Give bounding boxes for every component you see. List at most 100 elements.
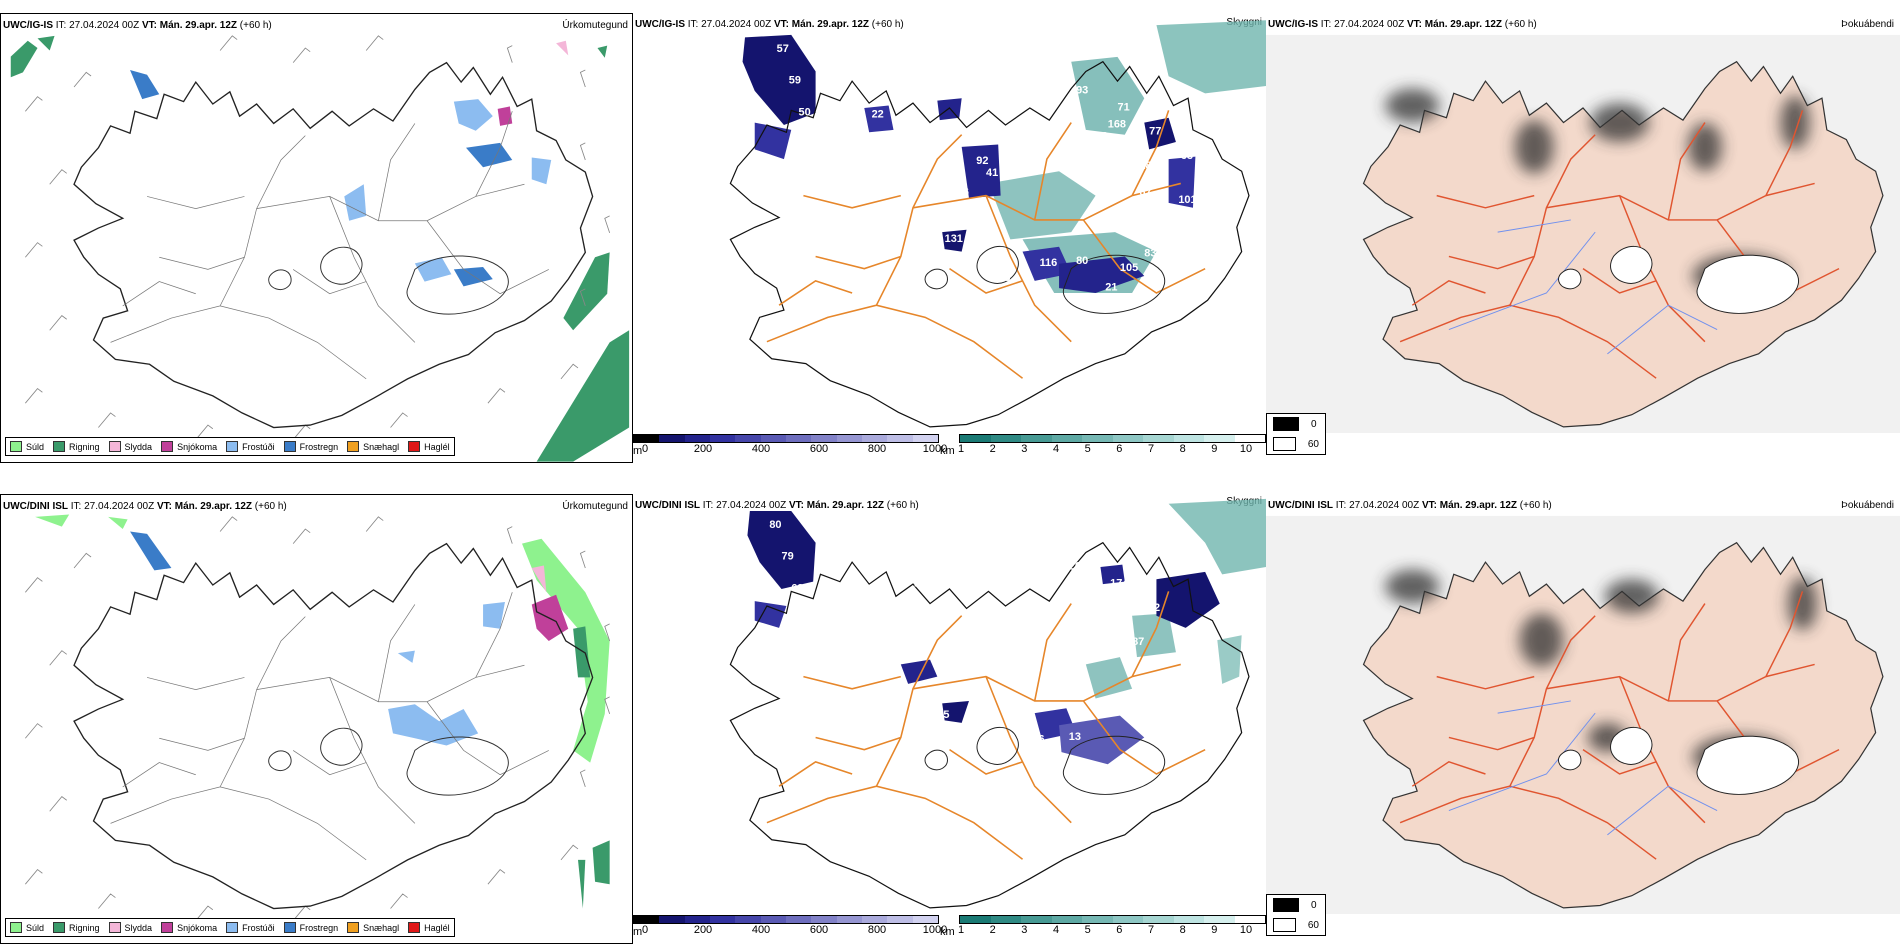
precip-map [10, 35, 630, 462]
panel-header: UWC/DINI ISL IT: 27.04.2024 00Z VT: Mán.… [635, 500, 919, 511]
legend-swatch [347, 922, 360, 933]
snow-depth-label: 77 [1149, 126, 1161, 138]
vis-scale-tick-label: 6 [1116, 443, 1123, 455]
colorbar-strip [959, 434, 1266, 443]
vis-scale-swatch [1234, 916, 1265, 923]
legend-item: Slydda [108, 922, 152, 933]
snow-scale-swatch [811, 916, 837, 923]
snow-depth-label: 25 [937, 709, 949, 721]
legend-swatch [53, 441, 66, 452]
snow-depth-label: 268 [1069, 560, 1087, 572]
colorbar-ticks: 0 200 400 600 800 1000 [642, 924, 947, 936]
fog-legend: 0 60 [1266, 894, 1326, 936]
snow-depth-label: 97 [1088, 607, 1100, 619]
snow-scale-swatch [684, 435, 710, 442]
snow-depth-label: 95 [1171, 670, 1183, 682]
fog-map [1266, 34, 1900, 433]
vis-scale-tick-label: 9 [1211, 924, 1218, 936]
legend-swatch [108, 922, 121, 933]
fog-panel-dini: UWC/DINI ISL IT: 27.04.2024 00Z VT: Mán.… [1266, 494, 1900, 944]
snow-scale-swatch [836, 435, 862, 442]
legend-swatch [10, 922, 22, 933]
vis-scale-swatch [1082, 435, 1113, 442]
legend-item: Frostúði [226, 441, 275, 452]
visibility-colorbar: 1 2 3 4 5 6 7 8 9 10 [958, 434, 1266, 455]
snow-depth-label: 50 [799, 106, 811, 118]
snow-depth-label: 71 [1117, 101, 1129, 113]
vis-scale-tick-label: 8 [1179, 924, 1186, 936]
vis-scale-swatch [1173, 435, 1204, 442]
snow-scale-swatch [634, 916, 660, 923]
snow-depth-label: 21 [1105, 282, 1117, 294]
precip-areas [10, 35, 630, 462]
legend-item: Rigning [53, 441, 100, 452]
vis-scale-swatch [1051, 916, 1082, 923]
snow-depth-label: 18 [1139, 160, 1151, 172]
vis-scale-tick-label: 10 [1239, 443, 1253, 455]
legend-item: Frostúði [226, 922, 275, 933]
legend-item: Snjókoma [161, 441, 217, 452]
snow-depth-label: 121 [1100, 595, 1118, 607]
vis-scale-tick-label: 7 [1147, 443, 1155, 455]
vis-scale-tick-label: 6 [1116, 924, 1123, 936]
fog-legend-row: 60 [1267, 915, 1325, 935]
snow-scale-tick-label: 600 [809, 443, 829, 455]
vis-scale-swatch [1112, 916, 1143, 923]
snow-scale-tick-label: 1000 [922, 443, 948, 455]
vis-scale-swatch [1112, 435, 1143, 442]
snow-scale-swatch [861, 916, 888, 923]
vis-scale-tick-label: 9 [1211, 443, 1218, 455]
legend-swatch [108, 441, 121, 452]
legend-item: Haglél [408, 441, 450, 452]
legend-item: Snæhagl [347, 441, 399, 452]
vis-scale-swatch [990, 916, 1021, 923]
vis-scale-tick-label: 5 [1084, 443, 1091, 455]
vis-scale-swatch [1082, 916, 1113, 923]
precip-panel-dini: UWC/DINI ISL IT: 27.04.2024 00Z VT: Mán.… [0, 494, 633, 944]
snow-scale-swatch [785, 435, 812, 442]
snow-scale-swatch [659, 916, 685, 923]
snow-depth-label: 36 [1032, 733, 1044, 745]
snow-depth-colorbar: 0 200 400 600 800 1000 [633, 915, 947, 936]
snow-scale-swatch [709, 435, 736, 442]
panel-header: UWC/IG-IS IT: 27.04.2024 00Z VT: Mán. 29… [635, 19, 904, 30]
snow-depth-label: 22 [872, 109, 884, 121]
snow-depth-colorbar: 0 200 400 600 800 1000 [633, 434, 947, 455]
legend-swatch [161, 441, 174, 452]
fog-legend-row: 60 [1267, 434, 1325, 454]
fog-legend-swatch [1273, 437, 1296, 451]
precip-areas [35, 514, 610, 909]
colorbar-ticks: 0 200 400 600 800 1000 [641, 443, 947, 455]
snow-scale-swatch [709, 916, 736, 923]
snow-scale-swatch [912, 916, 938, 923]
vis-scale-tick-label: 3 [1021, 924, 1028, 936]
snow-depth-label: 22 [950, 663, 962, 675]
snow-depth-label: 67 [1139, 187, 1151, 199]
legend-item: Snæhagl [347, 922, 399, 933]
snow-depth-label: 131 [945, 233, 963, 245]
vis-scale-swatch [990, 435, 1021, 442]
snow-depth-label: 26 [920, 101, 932, 113]
legend-item: Frostregn [283, 441, 338, 452]
snow-scale-swatch [684, 916, 710, 923]
snow-depth-label: 105 [1120, 262, 1138, 274]
colorbar-strip [633, 915, 939, 924]
snow-scale-tick-label: 1000 [922, 924, 948, 936]
snow-scale-tick-label: 400 [751, 443, 771, 455]
fog-legend-swatch [1273, 417, 1299, 431]
panel-title: Þokuábendi [1841, 19, 1894, 30]
snow-scale-tick-label: 0 [641, 443, 649, 455]
colorbar-ticks: 1 2 3 4 5 6 7 8 9 10 [958, 924, 1252, 936]
snow-scale-swatch [912, 435, 938, 442]
vis-scale-swatch [1021, 916, 1052, 923]
snow-depth-areas [742, 34, 1196, 293]
wind-barbs [25, 35, 611, 440]
snow-scale-swatch [735, 916, 761, 923]
snow-scale-tick-label: 200 [693, 924, 713, 936]
colorbar-strip [959, 915, 1266, 924]
snow-unit: m [633, 926, 643, 938]
snow-scale-swatch [760, 916, 786, 923]
vis-scale-tick-label: 8 [1179, 443, 1186, 455]
